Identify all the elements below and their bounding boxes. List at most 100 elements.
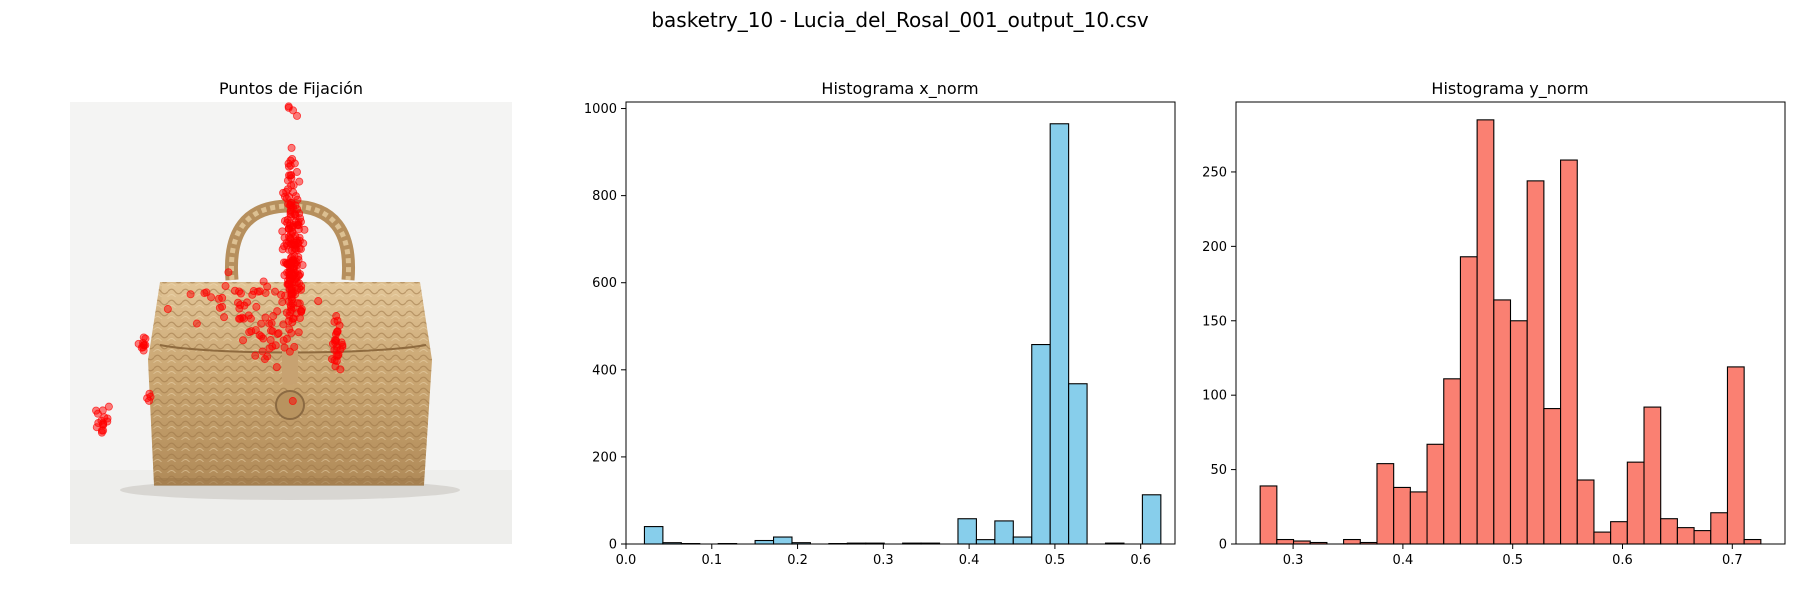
histogram-bar <box>1493 299 1512 545</box>
fixation-point <box>273 329 282 338</box>
fixation-point <box>284 276 293 285</box>
fixation-point <box>266 326 275 335</box>
fixation-point <box>335 321 344 330</box>
fixation-point <box>163 305 172 314</box>
fixation-point <box>298 261 307 270</box>
fixation-point <box>285 285 294 294</box>
fixation-point <box>293 111 302 120</box>
fixation-point <box>269 312 278 321</box>
fixation-point <box>286 206 295 215</box>
histogram-y-panel: Histograma y_norm 0.3 0.4 0.5 0.6 0.7 0 50 100… <box>1202 79 1786 568</box>
fixation-point <box>214 294 223 303</box>
histogram-bar <box>1643 406 1662 545</box>
fixation-point <box>145 389 154 398</box>
fixation-point <box>283 176 292 185</box>
histogram-bar <box>1660 518 1678 545</box>
histogram-x-panel: Histograma x_norm 0.0 0.1 0.2 0.3 0.4 0.5 0.6 … <box>584 79 1176 568</box>
x-tick-label: 0.3 <box>1283 553 1304 568</box>
histogram-bar <box>1676 527 1695 545</box>
fixation-point <box>297 307 306 316</box>
fixation-point <box>291 217 300 226</box>
fixation-point <box>332 351 341 360</box>
histogram-bar <box>994 520 1014 545</box>
histogram-x-title: Histograma x_norm <box>821 79 978 99</box>
y-tick-label: 200 <box>592 450 617 465</box>
fixation-point <box>248 290 257 299</box>
fixation-point <box>220 313 229 322</box>
histogram-bar <box>1610 521 1628 545</box>
fixation-point <box>287 305 296 314</box>
histogram-bar <box>1141 494 1162 545</box>
histogram-bar <box>1259 485 1278 545</box>
fixation-point <box>290 159 299 168</box>
fixation-point <box>268 342 277 351</box>
histogram-bar <box>1543 408 1562 545</box>
y-tick-label: 800 <box>592 189 617 204</box>
histogram-x-bars <box>643 123 1162 545</box>
histogram-bar <box>1012 536 1033 545</box>
fixation-point <box>244 311 253 320</box>
fixation-point <box>295 177 304 186</box>
y-tick-label: 50 <box>1210 463 1227 478</box>
x-tick-label: 0.1 <box>701 553 722 568</box>
histogram-bar <box>957 518 977 545</box>
fixation-point <box>328 339 337 348</box>
fixation-point <box>288 397 297 406</box>
histogram-bar <box>1526 180 1545 545</box>
figure-title: basketry_10 - Lucia_del_Rosal_001_output… <box>651 8 1148 32</box>
histogram-bar <box>1560 159 1578 545</box>
fixation-point <box>186 290 195 299</box>
histogram-bar <box>643 526 664 545</box>
fixation-point <box>247 327 256 336</box>
fixation-point <box>235 304 244 313</box>
y-tick-label: 0 <box>609 538 617 553</box>
histogram-bar <box>1049 123 1070 545</box>
fixation-point <box>99 420 108 429</box>
fixation-point <box>295 279 304 288</box>
y-tick-label: 600 <box>592 276 617 291</box>
histogram-y-title: Histograma y_norm <box>1431 79 1588 99</box>
fixation-point <box>272 363 281 372</box>
fixation-point <box>218 302 227 311</box>
histogram-bar <box>1576 479 1595 545</box>
x-tick-label: 0.7 <box>1722 553 1743 568</box>
histogram-bar <box>1509 320 1528 545</box>
fixation-point <box>192 319 201 328</box>
fixation-point <box>314 297 323 306</box>
x-tick-label: 0.2 <box>787 553 808 568</box>
fixation-point <box>294 328 303 337</box>
x-tick-label: 0.0 <box>616 553 637 568</box>
fixation-point <box>287 143 296 152</box>
fixation-point <box>235 314 244 323</box>
histogram-bar <box>1343 538 1361 545</box>
y-tick-label: 0 <box>1219 538 1227 553</box>
histogram-bar <box>975 539 996 545</box>
fixation-point <box>221 282 230 291</box>
x-tick-label: 0.6 <box>1612 553 1633 568</box>
histogram-bar <box>1710 512 1729 545</box>
histogram-x-yticks: 0 200 400 600 800 1000 <box>584 102 626 553</box>
histogram-bar <box>1409 491 1428 545</box>
histogram-bar <box>772 536 793 545</box>
fixation-point <box>263 282 272 291</box>
fixation-point <box>258 347 267 356</box>
fixation-point <box>224 268 233 277</box>
x-tick-label: 0.3 <box>873 553 894 568</box>
fixation-point <box>331 362 340 371</box>
histogram-bar <box>754 539 775 545</box>
fixation-point <box>288 294 297 303</box>
histogram-y-xticks: 0.3 0.4 0.5 0.6 0.7 <box>1283 544 1743 568</box>
fixation-point <box>277 290 286 299</box>
fixation-panel: Puntos de Fijación <box>70 79 512 544</box>
fixation-point <box>295 314 304 323</box>
y-tick-label: 400 <box>592 363 617 378</box>
histogram-bar <box>1393 486 1411 545</box>
fixation-point <box>202 288 211 297</box>
fixation-point <box>282 187 291 196</box>
y-tick-label: 250 <box>1202 165 1227 180</box>
fixation-point <box>271 287 280 296</box>
x-tick-label: 0.5 <box>1502 553 1523 568</box>
fixation-point <box>252 302 261 311</box>
fixation-point <box>207 293 216 302</box>
fixation-point <box>278 298 287 307</box>
